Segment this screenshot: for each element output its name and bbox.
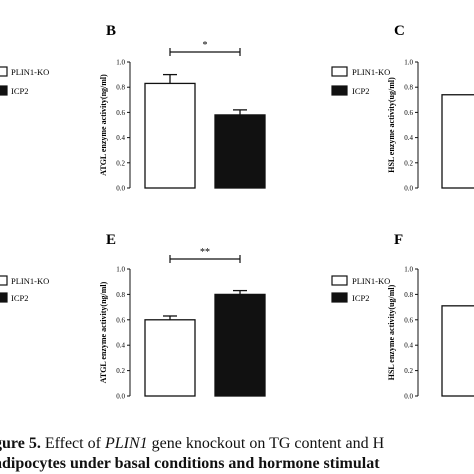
y-tick-label: 0.8 xyxy=(116,84,125,92)
panel-letter-c: C xyxy=(394,23,405,39)
y-axis-label: HSL enzyme activity(ug/ml) xyxy=(387,77,396,173)
y-tick-label: 0.8 xyxy=(116,291,125,299)
y-tick-label: 0.8 xyxy=(404,84,413,92)
legend-label-plin1-ko: PLIN1-KO xyxy=(11,276,49,286)
chart-panel-b: 0.0 0.2 0.4 0.6 0.8 1.0 ATGL enzyme activity(n… xyxy=(99,40,266,193)
significance-label: * xyxy=(203,40,208,51)
y-tick-label: 1.0 xyxy=(404,266,413,274)
y-tick-label: 1.0 xyxy=(116,266,125,274)
panel-letter-f: F xyxy=(394,232,403,248)
legend-swatch-icp2 xyxy=(331,85,348,96)
legend-label-icp2: ICP2 xyxy=(11,293,28,303)
y-tick-label: 0.4 xyxy=(404,134,413,142)
y-tick-label: 0.6 xyxy=(404,316,413,324)
caption-text-before: Effect of xyxy=(40,435,105,452)
legend-bottom-left: PLIN1-KO ICP2 xyxy=(0,275,49,303)
bar-icp2 xyxy=(214,114,266,189)
significance-label: ** xyxy=(200,247,210,258)
y-tick-label: 0.0 xyxy=(116,393,125,401)
panel-letter-e: E xyxy=(106,232,116,248)
y-axis-label: ATGL enzyme activity(ng/ml) xyxy=(99,281,108,383)
chart-panel-c: 0.0 0.2 0.4 0.6 0.8 1.0 HSL enzyme activity(ug… xyxy=(387,59,474,193)
chart-panel-f: 0.0 0.2 0.4 0.6 0.8 1.0 HSL enzyme activity(ug… xyxy=(387,266,474,401)
legend-label-icp2: ICP2 xyxy=(11,86,28,96)
y-tick-label: 0.2 xyxy=(404,159,413,167)
figure-caption: gure 5. Effect of PLIN1 gene knockout on… xyxy=(0,434,474,474)
caption-gene: PLIN1 xyxy=(104,435,148,452)
bar-plin1-ko xyxy=(144,82,196,189)
caption-figure-number: gure 5. xyxy=(0,435,41,452)
y-tick-label: 0.8 xyxy=(404,291,413,299)
bar-plin1-ko xyxy=(441,94,474,189)
y-tick-label: 0.6 xyxy=(404,109,413,117)
legend-label-icp2: ICP2 xyxy=(352,293,369,303)
legend-label-plin1-ko: PLIN1-KO xyxy=(352,67,390,77)
bar-icp2 xyxy=(214,293,266,397)
y-tick-label: 0.0 xyxy=(404,185,413,193)
legend-swatch-plin1-ko xyxy=(331,275,348,286)
y-tick-label: 0.2 xyxy=(116,159,125,167)
legend-label-plin1-ko: PLIN1-KO xyxy=(352,276,390,286)
legend-bottom-middle: PLIN1-KO ICP2 xyxy=(331,275,390,303)
y-tick-label: 0.6 xyxy=(116,109,125,117)
bar-plin1-ko xyxy=(441,305,474,397)
caption-text-after: gene knockout on TG content and H xyxy=(147,435,385,452)
chart-panel-e: 0.0 0.2 0.4 0.6 0.8 1.0 ATGL enzyme activity(n… xyxy=(99,247,266,401)
legend-top-middle: PLIN1-KO ICP2 xyxy=(331,66,390,96)
y-tick-label: 1.0 xyxy=(404,59,413,67)
y-axis-label: ATGL enzyme activity(ng/ml) xyxy=(99,74,108,176)
legend-top-left: PLIN1-KO ICP2 xyxy=(0,66,49,96)
y-tick-label: 0.4 xyxy=(404,342,413,350)
y-tick-label: 0.4 xyxy=(116,342,125,350)
legend-swatch-icp2 xyxy=(0,85,8,96)
y-tick-label: 0.6 xyxy=(116,316,125,324)
y-tick-label: 0.2 xyxy=(404,367,413,375)
y-tick-label: 0.4 xyxy=(116,134,125,142)
legend-swatch-plin1-ko xyxy=(0,66,8,77)
y-tick-label: 0.0 xyxy=(404,393,413,401)
y-tick-label: 1.0 xyxy=(116,59,125,67)
y-tick-label: 0.0 xyxy=(116,185,125,193)
caption-line-2: adipocytes under basal conditions and ho… xyxy=(0,455,380,472)
legend-swatch-icp2 xyxy=(0,292,8,303)
legend-swatch-plin1-ko xyxy=(331,66,348,77)
y-axis-label: HSL enzyme activity(ug/ml) xyxy=(387,284,396,380)
legend-label-icp2: ICP2 xyxy=(352,86,369,96)
legend-swatch-icp2 xyxy=(331,292,348,303)
legend-swatch-plin1-ko xyxy=(0,275,8,286)
y-tick-label: 0.2 xyxy=(116,367,125,375)
bar-plin1-ko xyxy=(144,319,196,397)
legend-label-plin1-ko: PLIN1-KO xyxy=(11,67,49,77)
panel-letter-b: B xyxy=(106,23,116,39)
